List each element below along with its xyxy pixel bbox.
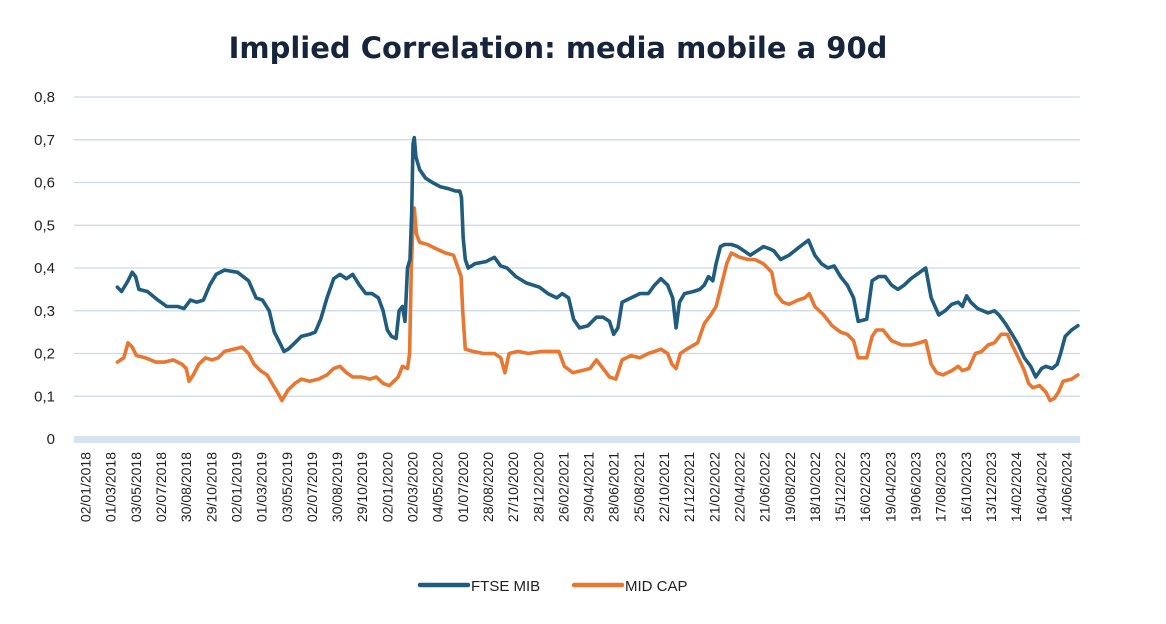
x-tick-label: 14/06/2024 bbox=[1058, 452, 1074, 522]
x-tick-label: 02/01/2018 bbox=[78, 452, 94, 522]
x-tick-label: 16/04/2024 bbox=[1033, 452, 1049, 522]
x-tick-label: 18/10/2022 bbox=[807, 452, 823, 522]
y-axis: 0 0,1 0,2 0,3 0,4 0,5 0,6 0,7 0,8 bbox=[34, 89, 55, 448]
x-tick-label: 22/04/2022 bbox=[731, 452, 747, 522]
x-tick-label: 28/08/2020 bbox=[480, 452, 496, 522]
y-tick-label: 0,7 bbox=[34, 132, 55, 149]
y-tick-label: 0,8 bbox=[34, 89, 55, 106]
x-tick-label: 28/06/2021 bbox=[606, 452, 622, 522]
y-tick-label: 0,5 bbox=[34, 217, 55, 234]
x-tick-label: 30/08/2019 bbox=[329, 452, 345, 522]
x-tick-label: 02/03/2020 bbox=[405, 452, 421, 522]
x-axis: 02/01/2018 01/03/2018 03/05/2018 02/07/2018… bbox=[78, 452, 1075, 522]
x-tick-label: 15/12/2022 bbox=[832, 452, 848, 522]
x-tick-label: 29/10/2018 bbox=[203, 452, 219, 522]
x-tick-label: 21/02/2022 bbox=[706, 452, 722, 522]
x-tick-label: 01/07/2020 bbox=[455, 452, 471, 522]
x-tick-label: 02/07/2018 bbox=[153, 452, 169, 522]
x-axis-line bbox=[74, 436, 1080, 443]
x-tick-label: 02/07/2019 bbox=[304, 452, 320, 522]
legend-label: FTSE MIB bbox=[471, 578, 540, 595]
x-tick-label: 21/06/2022 bbox=[757, 452, 773, 522]
x-tick-label: 13/12/2023 bbox=[983, 452, 999, 522]
x-tick-label: 26/02/2021 bbox=[555, 452, 571, 522]
chart-title: Implied Correlation: media mobile a 90d bbox=[229, 31, 888, 65]
x-tick-label: 14/02/2024 bbox=[1008, 452, 1024, 522]
x-tick-label: 21/12/2021 bbox=[681, 452, 697, 522]
x-tick-label: 25/08/2021 bbox=[631, 452, 647, 522]
x-tick-label: 03/05/2018 bbox=[128, 452, 144, 522]
x-tick-label: 27/10/2020 bbox=[505, 452, 521, 522]
x-tick-label: 02/01/2019 bbox=[228, 452, 244, 522]
x-tick-label: 17/08/2023 bbox=[933, 452, 949, 522]
legend: FTSE MIB MID CAP bbox=[417, 578, 688, 595]
x-tick-label: 30/08/2018 bbox=[178, 452, 194, 522]
x-tick-label: 22/10/2021 bbox=[656, 452, 672, 522]
gridlines bbox=[74, 96, 1080, 443]
y-tick-label: 0,2 bbox=[34, 346, 55, 363]
y-tick-label: 0,1 bbox=[34, 388, 55, 405]
y-tick-label: 0,4 bbox=[34, 260, 55, 277]
x-tick-label: 04/05/2020 bbox=[430, 452, 446, 522]
x-tick-label: 16/02/2023 bbox=[857, 452, 873, 522]
x-tick-label: 16/10/2023 bbox=[958, 452, 974, 522]
x-tick-label: 29/10/2019 bbox=[354, 452, 370, 522]
x-tick-label: 19/04/2023 bbox=[882, 452, 898, 522]
legend-label: MID CAP bbox=[625, 578, 688, 595]
x-tick-label: 02/01/2020 bbox=[379, 452, 395, 522]
x-tick-label: 28/12/2020 bbox=[530, 452, 546, 522]
series-line-ftse-mib bbox=[115, 135, 1080, 379]
series-lines bbox=[115, 135, 1080, 403]
x-tick-label: 01/03/2019 bbox=[254, 452, 270, 522]
x-tick-label: 29/04/2021 bbox=[581, 452, 597, 522]
series-line-mid-cap bbox=[115, 206, 1080, 403]
y-tick-label: 0,3 bbox=[34, 303, 55, 320]
y-tick-label: 0,6 bbox=[34, 175, 55, 192]
x-tick-label: 01/03/2018 bbox=[103, 452, 119, 522]
x-tick-label: 19/06/2023 bbox=[908, 452, 924, 522]
x-tick-label: 03/05/2019 bbox=[279, 452, 295, 522]
x-tick-label: 19/08/2022 bbox=[782, 452, 798, 522]
y-tick-label: 0 bbox=[47, 431, 55, 448]
